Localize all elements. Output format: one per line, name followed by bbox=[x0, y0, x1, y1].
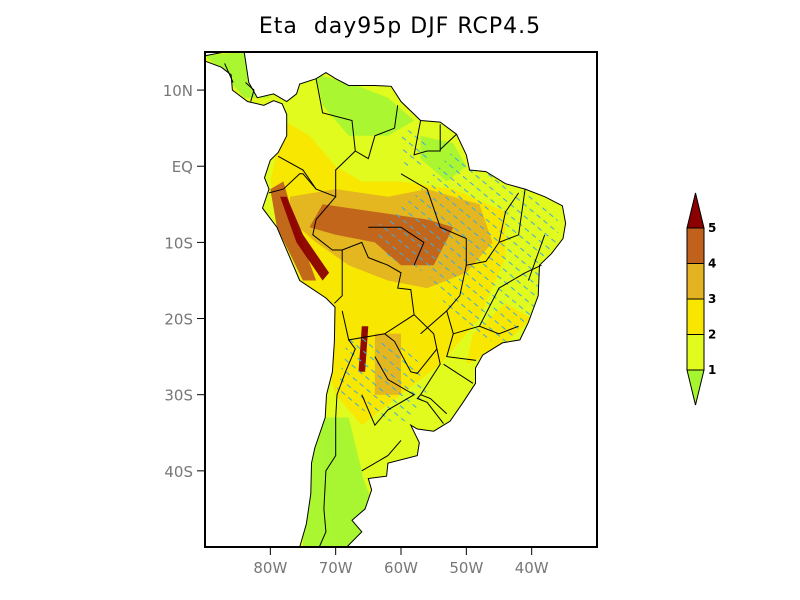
country-border bbox=[420, 310, 448, 335]
colorbar-label: 4 bbox=[708, 257, 716, 271]
country-borders bbox=[205, 52, 567, 547]
x-tick-label: 80W bbox=[253, 559, 287, 577]
colorbar-extend-min bbox=[686, 369, 705, 406]
y-tick-label: EQ bbox=[172, 158, 193, 176]
country-border bbox=[368, 226, 425, 266]
hatch-area bbox=[401, 128, 428, 167]
map-area bbox=[205, 52, 567, 547]
country-border bbox=[361, 440, 402, 472]
y-tick-label: 10N bbox=[163, 82, 193, 100]
country-border bbox=[498, 192, 520, 243]
y-axis: 10N EQ 10S 20S 30S 40S bbox=[163, 82, 205, 481]
y-tick-label: 10S bbox=[164, 234, 193, 252]
colorbar-label: 2 bbox=[708, 328, 716, 342]
colorbar-label: 3 bbox=[708, 292, 716, 306]
colorbar-label: 5 bbox=[708, 221, 716, 235]
chart-title: Eta day95p DJF RCP4.5 bbox=[258, 14, 542, 39]
colorbar: 1 2 3 4 5 bbox=[686, 192, 716, 406]
colorbar-box bbox=[686, 298, 705, 335]
country-border bbox=[312, 196, 343, 304]
colorbar-extend-max bbox=[686, 192, 705, 229]
coastline bbox=[205, 52, 567, 547]
y-tick-label: 30S bbox=[164, 387, 193, 405]
field-region-level-0 bbox=[316, 74, 415, 136]
country-border bbox=[318, 339, 356, 547]
country-border bbox=[355, 105, 399, 160]
hatch-area bbox=[335, 333, 428, 426]
country-border bbox=[420, 394, 448, 415]
y-tick-label: 40S bbox=[164, 463, 193, 481]
country-border bbox=[479, 325, 519, 335]
country-border bbox=[413, 120, 441, 156]
country-border bbox=[446, 333, 477, 361]
country-border bbox=[277, 78, 356, 198]
x-tick-label: 50W bbox=[449, 559, 483, 577]
country-border bbox=[384, 314, 438, 374]
x-tick-label: 60W bbox=[384, 559, 418, 577]
x-tick-label: 40W bbox=[515, 559, 549, 577]
country-border bbox=[224, 63, 234, 83]
colorbar-box bbox=[686, 263, 705, 300]
country-border bbox=[446, 264, 542, 335]
colorbar-box bbox=[686, 227, 705, 264]
country-border bbox=[527, 234, 546, 281]
country-border bbox=[443, 363, 474, 384]
country-border bbox=[268, 173, 317, 194]
country-border bbox=[361, 356, 416, 427]
colorbar-label: 1 bbox=[708, 363, 716, 377]
colorbar-box bbox=[686, 334, 705, 371]
country-border bbox=[416, 348, 444, 424]
country-border bbox=[245, 82, 255, 102]
x-axis: 80W 70W 60W 50W 40W bbox=[253, 547, 549, 577]
y-tick-label: 20S bbox=[164, 311, 193, 329]
field-region-level-5 bbox=[280, 196, 330, 281]
country-border bbox=[341, 241, 415, 341]
country-border bbox=[439, 133, 457, 150]
x-tick-label: 70W bbox=[319, 559, 353, 577]
